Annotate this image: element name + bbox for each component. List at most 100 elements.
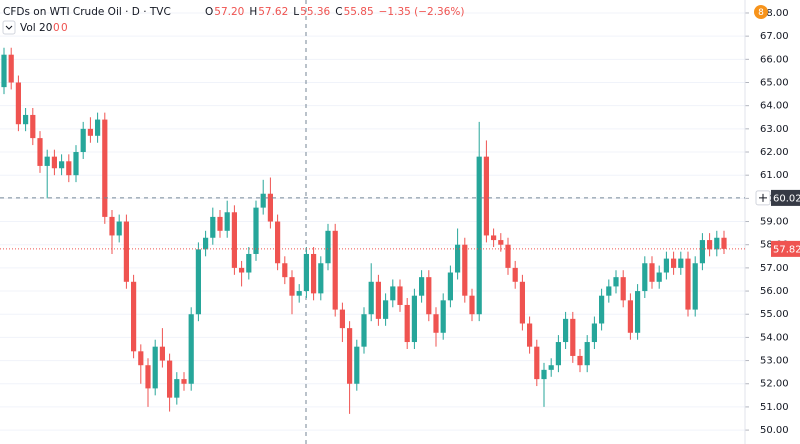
- candle-body: [51, 156, 57, 169]
- candle-body: [217, 216, 223, 231]
- candle-body: [239, 267, 245, 273]
- y-tick-label: 63.00: [760, 124, 789, 135]
- candle-body: [613, 277, 619, 287]
- candle-body: [390, 286, 396, 301]
- candle-body: [260, 193, 266, 208]
- volume-value: 0: [61, 22, 68, 34]
- y-tick-label: 57.00: [760, 263, 789, 274]
- candle-body: [44, 156, 50, 166]
- candle-body: [15, 82, 21, 125]
- candle-body: [685, 258, 691, 310]
- candle-body: [570, 318, 576, 356]
- candle-body: [584, 342, 590, 366]
- candle-body: [253, 207, 259, 254]
- candle-body: [699, 240, 705, 264]
- candle-body: [656, 272, 662, 282]
- collapse-button[interactable]: [2, 20, 16, 35]
- candle-body: [714, 237, 720, 250]
- candle-body: [37, 138, 43, 166]
- alert-badge[interactable]: [754, 5, 768, 19]
- candle-body: [462, 244, 468, 296]
- candle-body: [519, 281, 525, 324]
- candle-body: [167, 360, 173, 398]
- candle-body: [505, 244, 511, 268]
- crosshair-price-box: [771, 189, 800, 206]
- candle-body: [721, 237, 727, 249]
- candle-body: [73, 152, 79, 176]
- candle-body: [671, 258, 677, 268]
- candle-body: [411, 295, 417, 343]
- candle-body: [404, 304, 410, 343]
- y-tick-label: 67.00: [760, 31, 789, 42]
- candle-body: [426, 277, 432, 315]
- candle-body: [188, 314, 194, 384]
- candle-body: [591, 323, 597, 343]
- y-tick-label: 65.00: [760, 77, 789, 88]
- candle-body: [620, 277, 626, 301]
- candle-body: [131, 281, 137, 352]
- candle-body: [311, 253, 317, 294]
- candle-body: [469, 295, 475, 315]
- candle-body: [195, 249, 201, 315]
- candle-body: [1, 54, 7, 88]
- candle-body: [347, 328, 353, 384]
- candle-body: [627, 300, 633, 333]
- collapse-icon: [5, 25, 13, 30]
- candle-body: [649, 263, 655, 282]
- candle-body: [30, 114, 36, 139]
- ohlc-value: 57.20: [214, 6, 244, 18]
- y-tick-label: 62.00: [760, 147, 789, 158]
- candle-body: [152, 346, 158, 389]
- candle-body: [354, 346, 360, 384]
- candle-body: [325, 230, 331, 264]
- candle-body: [527, 323, 533, 347]
- ohlc-key: L: [293, 6, 299, 18]
- candle-body: [447, 272, 453, 301]
- candle-body: [375, 281, 381, 319]
- candle-body: [296, 291, 302, 296]
- candle-body: [361, 314, 367, 347]
- candle-body: [606, 286, 612, 296]
- candle-body: [642, 263, 648, 292]
- candle-body: [440, 300, 446, 333]
- candle-body: [318, 263, 324, 294]
- candle-body: [692, 263, 698, 310]
- volume-legend-name: Vol 20: [20, 22, 52, 34]
- candle-body: [231, 212, 237, 268]
- candle-body: [87, 128, 93, 136]
- y-tick-label: 68.00: [760, 8, 789, 19]
- alert-badge-count: 8: [758, 8, 764, 18]
- overlay: 60.02 57.82: [0, 189, 800, 257]
- candle-body: [109, 216, 115, 236]
- candle-body: [541, 369, 547, 380]
- candle-body: [563, 318, 569, 343]
- candle-body: [707, 240, 713, 250]
- candle-body: [455, 244, 461, 273]
- last-price-label: 57.82: [773, 244, 800, 255]
- candle-body: [159, 346, 165, 361]
- candle-body: [138, 351, 144, 366]
- candle-body: [210, 216, 216, 238]
- candle-body: [678, 258, 684, 268]
- y-tick-label: 55.00: [760, 309, 789, 320]
- y-tick-label: 54.00: [760, 332, 789, 343]
- candle-body: [419, 277, 425, 296]
- candle-body: [102, 119, 108, 217]
- chart-title: CFDs on WTI Crude Oil · D · TVC: [3, 6, 171, 18]
- y-tick-label: 59.00: [760, 217, 789, 228]
- crosshair-price-label: 60.02: [773, 193, 800, 204]
- candle-body: [433, 314, 439, 333]
- candle-body: [95, 119, 101, 136]
- candle-body: [476, 156, 482, 315]
- candle-body: [332, 230, 338, 310]
- ohlc-value: 55.85: [344, 6, 374, 18]
- candle-body: [275, 221, 281, 264]
- candle-body: [483, 156, 489, 236]
- candle-body: [116, 221, 122, 236]
- price-change: −1.35 (−2.36%): [379, 6, 465, 18]
- crosshair-plus-icon: [759, 193, 767, 202]
- candles: [1, 47, 727, 414]
- volume-value: 0: [53, 22, 60, 34]
- last-price-box: [771, 240, 800, 257]
